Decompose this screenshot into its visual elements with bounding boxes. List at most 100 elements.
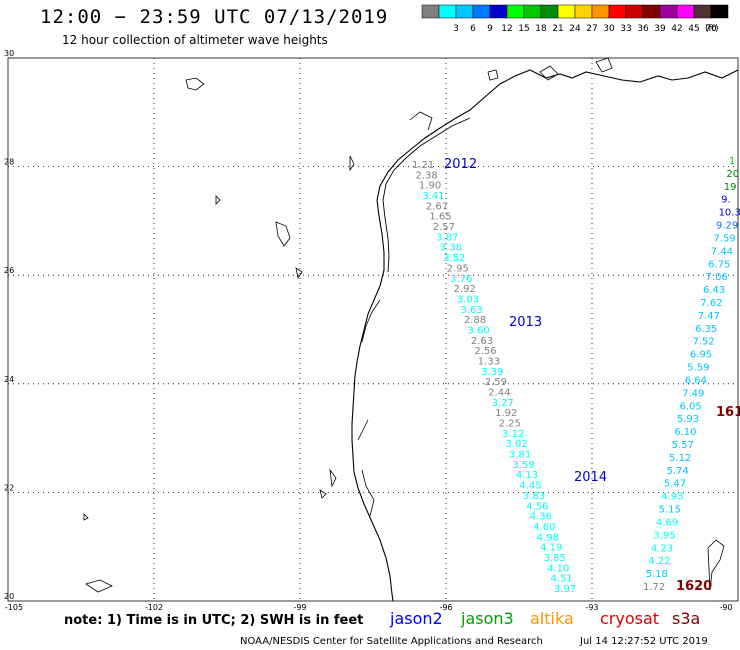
swh-value: 4.23 xyxy=(651,543,673,554)
colorbar-swatch xyxy=(693,4,712,19)
track-east-values: 1 20 19 9. 10.3 9.297.59 7.44 6.75 7.06 6.43 7.62 7… xyxy=(643,156,740,593)
swh-value: 2.63 xyxy=(471,336,493,347)
lakes xyxy=(83,57,725,593)
swh-value: 4.13 xyxy=(516,470,538,481)
colorbar-swatch xyxy=(608,4,627,19)
colorbar-tick-label: 21 xyxy=(552,24,563,34)
swh-value: 1.92 xyxy=(495,408,517,419)
swh-value: 4.69 xyxy=(656,517,678,528)
swh-value: 4.98 xyxy=(537,532,559,543)
colorbar-tick-label: 45 xyxy=(688,24,699,34)
swh-value: 3.76 xyxy=(450,274,472,285)
swh-value: 3.81 xyxy=(509,450,531,461)
colorbar-tick-label: 70 xyxy=(705,24,717,34)
swh-value: 10.3 xyxy=(719,208,740,219)
swh-value: 4.19 xyxy=(540,543,562,554)
colorbar-swatch xyxy=(455,4,474,19)
lat-label: 22 xyxy=(4,483,14,492)
mission-jason2: jason2 xyxy=(389,609,443,628)
footer-note: note: 1) Time is in UTC; 2) SWH is in fe… xyxy=(64,613,363,628)
swh-value: 9. xyxy=(721,195,731,206)
lon-label: -93 xyxy=(585,603,598,612)
swh-value: 6.64 xyxy=(685,375,707,386)
swh-value: 1.90 xyxy=(419,181,441,192)
swh-value: 3.60 xyxy=(467,325,489,336)
swh-value: 20 xyxy=(726,169,739,180)
swh-value: 6.05 xyxy=(679,401,701,412)
colorbar-tick-label: 33 xyxy=(620,24,631,34)
pass-label-2014: 2014 xyxy=(574,470,607,485)
swh-value: 7.49 xyxy=(682,388,704,399)
swh-value: 6.10 xyxy=(674,427,696,438)
swh-value: 4.36 xyxy=(530,512,552,523)
colorbar-swatch xyxy=(523,4,542,19)
track-west-values: 1.212.381.903.412.671.652.573.873.383.52… xyxy=(412,160,576,595)
colorbar-swatch xyxy=(489,4,508,19)
pass-label-2012: 2012 xyxy=(444,157,477,172)
colorbar-tick-label: 42 xyxy=(671,24,682,34)
colorbar-swatch xyxy=(659,4,678,19)
lat-label: 28 xyxy=(4,158,14,167)
colorbar-tick-label: 3 xyxy=(453,24,459,34)
pass-label-2013: 2013 xyxy=(509,315,542,330)
swh-value: 4.51 xyxy=(551,574,573,585)
pass-label-161: 161 xyxy=(716,405,740,420)
swh-value: 3.03 xyxy=(457,294,479,305)
swh-value: 5.18 xyxy=(646,569,668,580)
colorbar-swatch xyxy=(591,4,610,19)
map-title: 12:00 − 23:59 UTC 07/13/2019 xyxy=(40,6,389,28)
swh-value: 4.60 xyxy=(533,522,555,533)
mission-altika: altika xyxy=(530,609,574,628)
colorbar-swatch xyxy=(574,4,593,19)
colorbar-tick-label: 15 xyxy=(518,24,529,34)
swh-value: 3.27 xyxy=(492,398,514,409)
lat-label: 30 xyxy=(4,49,14,58)
swh-value: 5.47 xyxy=(664,479,686,490)
swh-value: 3.87 xyxy=(436,232,458,243)
footer-credit: NOAA/NESDIS Center for Satellite Applica… xyxy=(240,636,543,647)
lon-label: -99 xyxy=(293,603,306,612)
swh-value: 2.88 xyxy=(464,315,486,326)
swh-value: 5.74 xyxy=(666,466,688,477)
swh-value: 3.02 xyxy=(506,439,528,450)
swh-value: 2.67 xyxy=(426,201,448,212)
swh-value: 9.29 xyxy=(716,221,738,232)
colorbar-swatch xyxy=(625,4,644,19)
footer-timestamp: Jul 14 12:27:52 UTC 2019 xyxy=(579,636,708,647)
gulf-coastline xyxy=(351,69,739,602)
swh-value: 4.45 xyxy=(519,481,541,492)
colorbar-swatch xyxy=(710,4,729,19)
pass-label-1620: 1620 xyxy=(676,579,712,594)
barrier-island xyxy=(382,117,471,273)
swh-value: 6.35 xyxy=(695,324,717,335)
swh-value: 3.59 xyxy=(512,460,534,471)
lon-label: -96 xyxy=(439,603,452,612)
swh-value: 1.72 xyxy=(643,582,665,593)
lon-label: -90 xyxy=(719,603,732,612)
colorbar-tick-label: 30 xyxy=(603,24,615,34)
swh-value: 2.57 xyxy=(433,222,455,233)
swh-value: 7.06 xyxy=(706,272,728,283)
lat-label: 20 xyxy=(4,592,14,601)
colorbar-tick-label: 6 xyxy=(470,24,476,34)
swh-value: 5.93 xyxy=(677,414,699,425)
swh-value: 1.33 xyxy=(478,356,500,367)
swh-value: 4.22 xyxy=(648,556,670,567)
swh-value: 4.93 xyxy=(661,492,683,503)
colorbar-swatch xyxy=(472,4,491,19)
swh-value: 6.95 xyxy=(690,350,712,361)
lon-label: -102 xyxy=(145,603,163,612)
swh-value: 2.38 xyxy=(415,170,437,181)
map-frame xyxy=(7,57,739,602)
swh-value: 3.83 xyxy=(523,491,545,502)
colorbar-swatch xyxy=(540,4,559,19)
swh-value: 3.52 xyxy=(443,253,465,264)
swh-value: 5.59 xyxy=(687,363,709,374)
swh-value: 3.41 xyxy=(422,191,444,202)
graticule: 30 28 26 24 22 20 -105 -102 -99 -96 -93 -90 xyxy=(4,49,738,612)
colorbar-tick-label: 39 xyxy=(654,24,666,34)
swh-value: 2.95 xyxy=(447,263,469,274)
swh-value: 19 xyxy=(724,182,737,193)
colorbar-swatch xyxy=(438,4,457,19)
swh-value: 1.21 xyxy=(412,160,434,171)
